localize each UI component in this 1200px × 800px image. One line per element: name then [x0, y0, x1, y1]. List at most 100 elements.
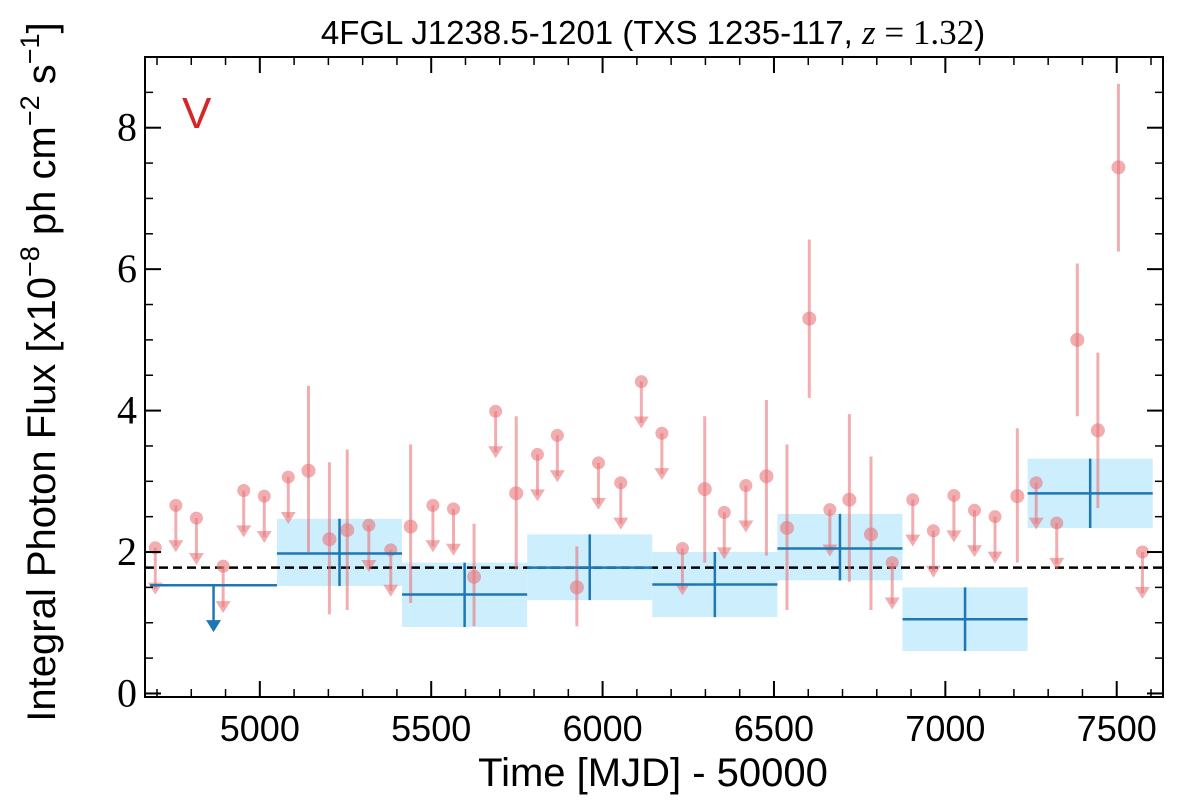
- upper-limit-arrow: [168, 540, 184, 553]
- upper-limit-marker: [446, 502, 460, 516]
- detection-marker: [467, 569, 482, 584]
- upper-limit-marker: [1029, 476, 1043, 490]
- x-tick-label: 6500: [734, 708, 814, 749]
- upper-limit-marker: [739, 479, 753, 493]
- upper-limit-arrow: [738, 520, 754, 533]
- upper-limit-point: [256, 489, 272, 544]
- chart-title: 4FGL J1238.5-1201 (TXS 1235-117, z = 1.3…: [321, 13, 985, 52]
- detection-marker: [403, 519, 418, 534]
- detection-marker: [1070, 332, 1085, 347]
- detection-marker: [697, 482, 712, 497]
- upper-limit-point: [1028, 476, 1044, 530]
- monthly-flux-points: [147, 83, 1150, 627]
- detection-point: [322, 462, 337, 615]
- detection-point: [1070, 263, 1085, 417]
- detection-point: [697, 416, 712, 563]
- upper-limit-arrow: [425, 540, 441, 553]
- upper-limit-marker: [237, 484, 251, 498]
- upper-limit-point: [674, 541, 690, 596]
- upper-limit-marker: [967, 503, 981, 517]
- detection-marker: [802, 311, 817, 326]
- y-tick-label: 2: [117, 529, 137, 574]
- detection-point: [1111, 83, 1126, 252]
- upper-limit-marker: [591, 456, 605, 470]
- bin-point: [402, 562, 528, 627]
- upper-limit-marker: [675, 541, 689, 555]
- detection-point: [569, 546, 584, 627]
- upper-limit-point: [1134, 545, 1150, 599]
- upper-limit-arrow: [215, 601, 231, 614]
- upper-limit-marker: [717, 505, 731, 519]
- upper-limit-point: [445, 502, 461, 556]
- upper-limit-arrow: [549, 470, 565, 483]
- detection-marker: [569, 580, 584, 595]
- upper-limit-point: [1049, 516, 1065, 570]
- upper-limit-point: [716, 505, 732, 560]
- upper-limit-arrow: [1049, 557, 1065, 570]
- detection-marker: [509, 486, 524, 501]
- detection-marker: [863, 527, 878, 542]
- upper-limit-marker: [906, 493, 920, 507]
- x-tick-label: 5000: [220, 708, 300, 749]
- upper-limit-arrow: [966, 545, 982, 558]
- upper-limit-arrow: [488, 446, 504, 459]
- upper-limit-marker: [169, 498, 183, 512]
- bin-point: [902, 587, 1028, 652]
- upper-limit-point: [488, 404, 504, 459]
- upper-limit-arrow: [633, 416, 649, 429]
- upper-limit-point: [168, 498, 184, 553]
- y-tick-label: 4: [117, 388, 137, 433]
- upper-limit-marker: [926, 524, 940, 538]
- upper-limit-marker: [823, 503, 837, 517]
- upper-limit-marker: [885, 556, 899, 570]
- detection-marker: [1090, 423, 1105, 438]
- upper-limit-arrow: [946, 530, 962, 543]
- upper-limit-marker: [530, 447, 544, 461]
- upper-limit-arrow: [361, 560, 377, 573]
- bin-point: [652, 552, 778, 618]
- detection-point: [842, 414, 857, 582]
- detection-point: [1010, 428, 1025, 563]
- plot-frame: [144, 56, 1164, 698]
- upper-limit-arrow: [188, 552, 204, 565]
- bin-point: [1027, 458, 1153, 528]
- detection-marker: [301, 463, 316, 478]
- upper-limit-marker: [281, 470, 295, 484]
- upper-limit-arrow: [1134, 586, 1150, 599]
- upper-limit-arrow: [716, 547, 732, 560]
- upper-limit-arrow: [256, 531, 272, 544]
- detection-marker: [779, 520, 794, 535]
- upper-limit-marker: [189, 511, 203, 525]
- bin-upper-limit-arrow: [206, 620, 222, 633]
- upper-limit-point: [188, 511, 204, 565]
- upper-limit-point: [215, 559, 231, 614]
- y-tick-label: 8: [117, 105, 137, 150]
- upper-limit-marker: [634, 375, 648, 389]
- upper-limit-arrow: [383, 584, 399, 597]
- upper-limit-arrow: [613, 517, 629, 530]
- detection-marker: [1111, 160, 1126, 175]
- upper-limit-point: [925, 524, 941, 578]
- upper-limit-point: [987, 510, 1003, 564]
- x-tick-label: 7000: [905, 708, 985, 749]
- detection-marker: [842, 492, 857, 507]
- upper-limit-arrow: [884, 597, 900, 610]
- detection-point: [802, 239, 817, 398]
- detection-point: [509, 416, 524, 570]
- upper-limit-arrow: [529, 489, 545, 502]
- plot-axes: [144, 56, 1164, 698]
- detection-marker: [322, 532, 337, 547]
- upper-limit-arrow: [905, 534, 921, 547]
- upper-limit-point: [654, 426, 670, 481]
- detection-point: [301, 385, 316, 553]
- upper-limit-arrow: [674, 583, 690, 596]
- upper-limit-point: [946, 488, 962, 543]
- panel-letter: V: [182, 89, 212, 138]
- detection-point: [1090, 352, 1105, 509]
- upper-limit-point: [361, 518, 377, 573]
- upper-limit-point: [633, 375, 649, 429]
- upper-limit-marker: [257, 489, 271, 503]
- upper-limit-arrow: [925, 565, 941, 578]
- upper-limit-marker: [947, 488, 961, 502]
